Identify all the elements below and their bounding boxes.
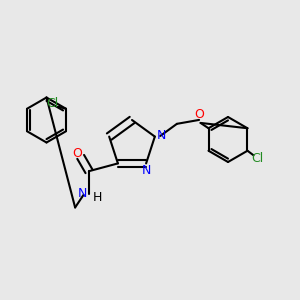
Text: N: N <box>142 164 152 176</box>
Text: O: O <box>194 108 204 121</box>
Text: N: N <box>157 129 166 142</box>
Text: O: O <box>72 147 82 160</box>
Text: Cl: Cl <box>251 152 263 165</box>
Text: N: N <box>78 187 87 200</box>
Text: H: H <box>93 191 102 204</box>
Text: Cl: Cl <box>46 97 58 110</box>
